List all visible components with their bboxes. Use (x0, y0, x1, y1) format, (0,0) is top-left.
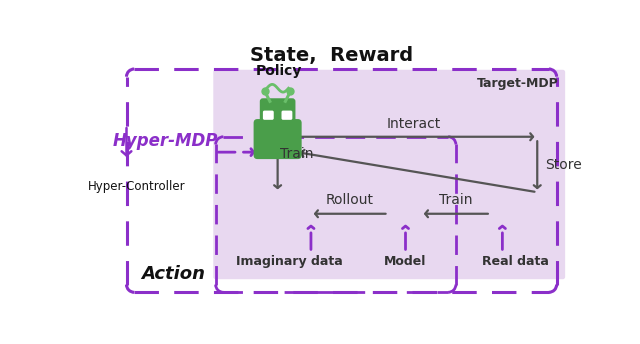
Text: Interact: Interact (386, 117, 440, 131)
Text: Train: Train (439, 193, 472, 207)
Text: Hyper-MDP: Hyper-MDP (113, 132, 218, 150)
Text: Store: Store (545, 158, 582, 172)
Text: Real data: Real data (482, 255, 549, 268)
FancyBboxPatch shape (263, 110, 274, 120)
FancyBboxPatch shape (282, 110, 292, 120)
FancyBboxPatch shape (213, 70, 565, 279)
Text: Train: Train (280, 147, 314, 161)
Text: Hyper-Controller: Hyper-Controller (88, 180, 186, 193)
Text: Rollout: Rollout (326, 193, 374, 207)
Text: Action: Action (141, 265, 205, 283)
FancyBboxPatch shape (260, 98, 296, 126)
Text: Target-MDP: Target-MDP (477, 77, 559, 90)
Text: Policy: Policy (256, 64, 302, 78)
Text: Model: Model (384, 255, 427, 268)
Text: Imaginary data: Imaginary data (236, 255, 342, 268)
FancyBboxPatch shape (253, 119, 301, 159)
Text: State,  Reward: State, Reward (250, 46, 413, 65)
